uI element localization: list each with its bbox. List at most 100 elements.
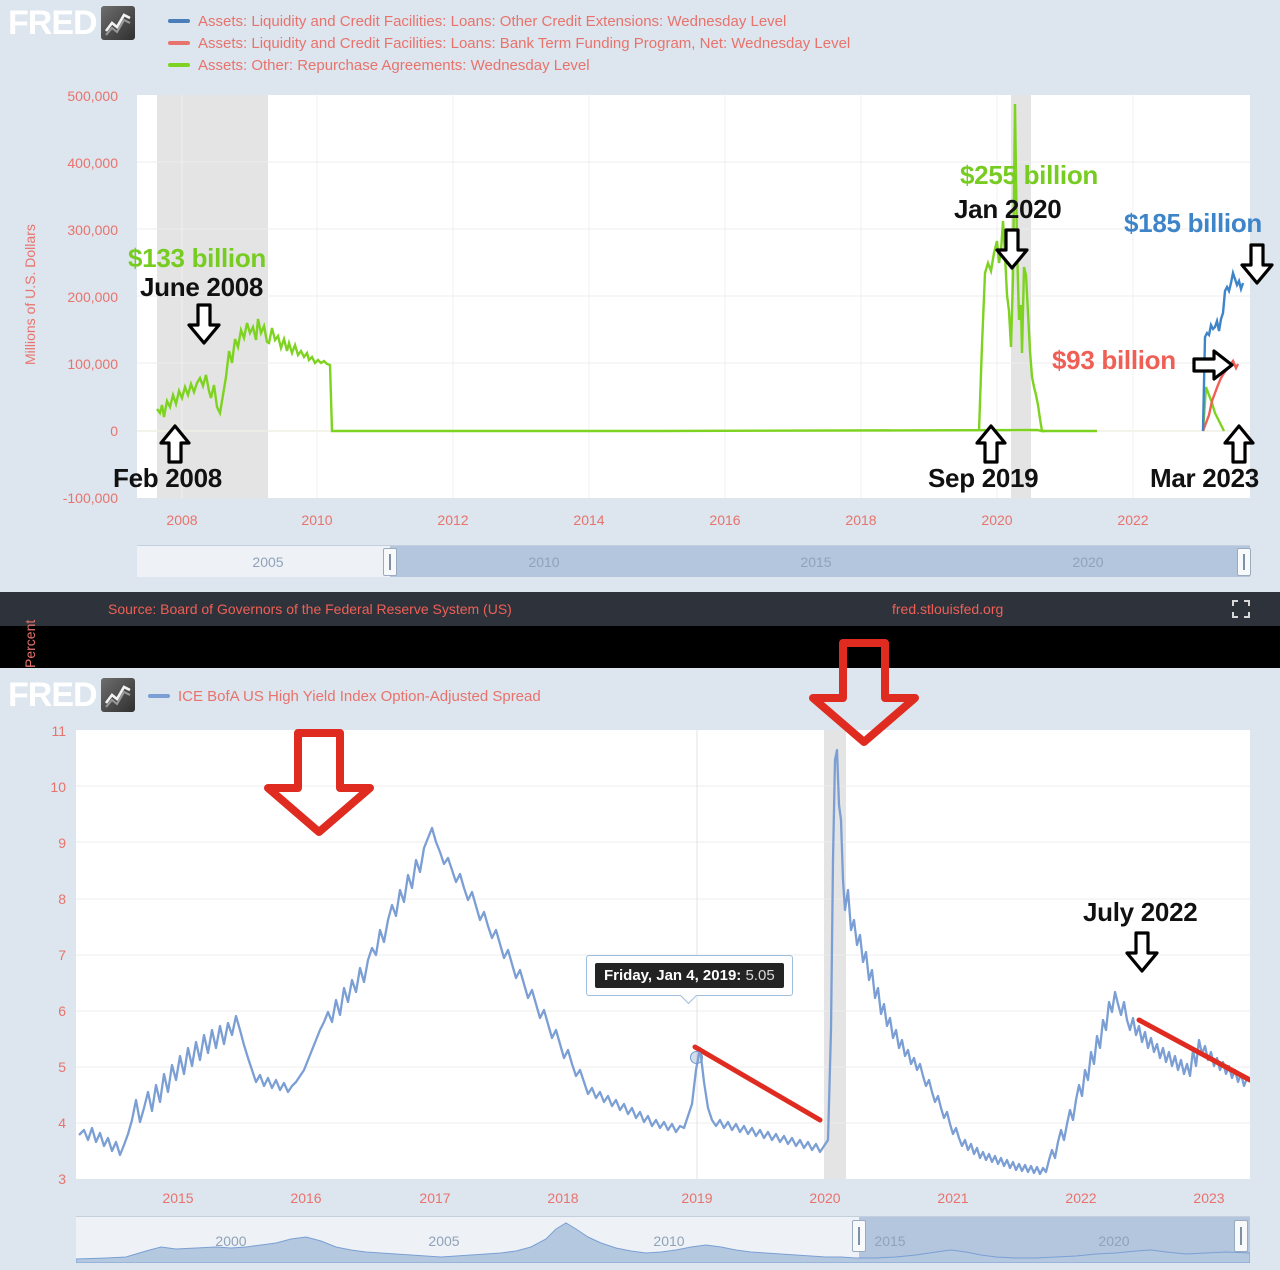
y-tick: 0: [110, 423, 118, 439]
x-tick: 2018: [845, 512, 877, 528]
y-tick: 3: [58, 1171, 66, 1187]
range-slider-handle-left[interactable]: [383, 548, 397, 576]
slider-tick: 2005: [428, 1233, 460, 1249]
tooltip-tail: [680, 995, 698, 1004]
arrow-up-icon: [1222, 424, 1256, 469]
y-tick: 300,000: [67, 222, 118, 238]
slider-preview-chart: [76, 1222, 1250, 1263]
chart-line-icon: [100, 6, 135, 40]
arrow-right-icon: [1192, 348, 1234, 387]
fullscreen-icon[interactable]: [1232, 600, 1250, 618]
tooltip-text: Friday, Jan 4, 2019: 5.05: [595, 963, 784, 988]
x-tick: 2020: [981, 512, 1013, 528]
y-tick: 9: [58, 835, 66, 851]
x-tick: 2018: [547, 1190, 579, 1206]
legend-item[interactable]: ICE BofA US High Yield Index Option-Adju…: [148, 685, 541, 707]
x-tick: 2021: [937, 1190, 969, 1206]
legend-swatch-green: [168, 63, 190, 67]
range-slider-bottom[interactable]: 2000 2005 2010 2015 2020: [76, 1216, 1250, 1263]
fred-url-link[interactable]: fred.stlouisfed.org: [892, 601, 1004, 617]
slider-tick: 2010: [528, 554, 560, 570]
range-slider-handle-right[interactable]: [1234, 1220, 1248, 1252]
x-tick: 2017: [419, 1190, 451, 1206]
footer-bar-top: Source: Board of Governors of the Federa…: [0, 592, 1280, 626]
x-tick: 2012: [437, 512, 469, 528]
y-tick: 500,000: [67, 88, 118, 104]
y-tick: 8: [58, 891, 66, 907]
slider-tick: 2020: [1098, 1233, 1130, 1249]
range-slider-handle-left[interactable]: [852, 1220, 866, 1252]
annotation-value: $255 billion: [960, 160, 1099, 190]
x-tick: 2010: [301, 512, 333, 528]
legend-item[interactable]: Assets: Other: Repurchase Agreements: We…: [168, 54, 850, 76]
y-tick: 6: [58, 1003, 66, 1019]
legend-swatch-blue: [168, 19, 190, 23]
x-tick: 2008: [166, 512, 198, 528]
x-tick: 2019: [681, 1190, 713, 1206]
plot-right-band-bottom: [1250, 730, 1280, 1179]
arrow-down-icon: [186, 303, 222, 350]
tooltip-date: Friday, Jan 4, 2019:: [604, 967, 742, 984]
range-slider-handle-right[interactable]: [1237, 548, 1251, 576]
fred-wordmark: FRED: [8, 676, 98, 714]
arrow-down-red-icon: [805, 638, 923, 753]
x-tick: 2022: [1065, 1190, 1097, 1206]
y-tick: 4: [58, 1115, 66, 1131]
annotation-value: $185 billion: [1124, 208, 1263, 238]
slider-tick: 2005: [252, 554, 284, 570]
legend-item[interactable]: Assets: Liquidity and Credit Facilities:…: [168, 10, 850, 32]
range-slider-top[interactable]: 2005 2010 2015 2020: [137, 545, 1251, 577]
slider-tick: 2000: [215, 1233, 247, 1249]
x-tick: 2020: [809, 1190, 841, 1206]
annotation-value: $93 billion: [1052, 345, 1176, 375]
bottom-chart-panel: FRED ICE BofA US High Yield Index Option…: [0, 620, 1280, 1270]
top-chart-panel: FRED Assets: Liquidity and Credit Facili…: [0, 0, 1280, 626]
y-tick: 11: [51, 723, 66, 739]
separator-band: [0, 626, 1280, 668]
arrow-down-red-icon: [260, 728, 378, 843]
annotation-date: Jan 2020: [954, 194, 1062, 224]
plot-area-bottom: [76, 730, 1250, 1179]
legend-label: ICE BofA US High Yield Index Option-Adju…: [178, 687, 541, 705]
x-tick: 2014: [573, 512, 605, 528]
chart-line-icon: [100, 678, 135, 712]
x-tick: 2015: [162, 1190, 194, 1206]
y-tick: -100,000: [62, 490, 118, 506]
tooltip-value: 5.05: [745, 967, 775, 984]
plot-area-top: [137, 95, 1250, 498]
arrow-down-icon: [1124, 931, 1160, 978]
legend-top: Assets: Liquidity and Credit Facilities:…: [168, 10, 850, 76]
y-tick: 100,000: [67, 356, 118, 372]
x-tick: 2022: [1117, 512, 1149, 528]
legend-item[interactable]: Assets: Liquidity and Credit Facilities:…: [168, 32, 850, 54]
slider-tick: 2015: [874, 1233, 906, 1249]
y-tick: 5: [58, 1059, 66, 1075]
legend-bottom: ICE BofA US High Yield Index Option-Adju…: [148, 685, 541, 707]
x-tick: 2023: [1193, 1190, 1225, 1206]
legend-label: Assets: Liquidity and Credit Facilities:…: [198, 34, 851, 52]
annotation-value: $133 billion: [128, 243, 267, 273]
legend-label: Assets: Liquidity and Credit Facilities:…: [198, 12, 787, 30]
range-slider-selection[interactable]: [390, 546, 1250, 577]
legend-swatch-red: [168, 41, 190, 45]
annotation-date: Mar 2023: [1150, 463, 1259, 493]
x-tick: 2016: [709, 512, 741, 528]
annotation-date: Sep 2019: [928, 463, 1039, 493]
arrow-up-icon: [974, 424, 1008, 469]
slider-tick: 2010: [653, 1233, 685, 1249]
y-tick: 7: [58, 947, 66, 963]
arrow-up-icon: [158, 424, 192, 469]
fred-wordmark: FRED: [8, 4, 98, 42]
fred-logo-top: FRED: [8, 6, 135, 40]
y-tick: 10: [50, 779, 66, 795]
legend-swatch-blue: [148, 694, 170, 698]
y-tick: 400,000: [67, 155, 118, 171]
series-svg-top: [137, 95, 1250, 498]
slider-tick: 2020: [1072, 554, 1104, 570]
annotation-date: June 2008: [140, 272, 264, 302]
slider-tick: 2015: [800, 554, 832, 570]
arrow-down-icon: [994, 228, 1030, 275]
plot-right-band: [1250, 95, 1280, 498]
fred-logo-bottom: FRED: [8, 678, 135, 712]
legend-label: Assets: Other: Repurchase Agreements: We…: [198, 56, 590, 74]
